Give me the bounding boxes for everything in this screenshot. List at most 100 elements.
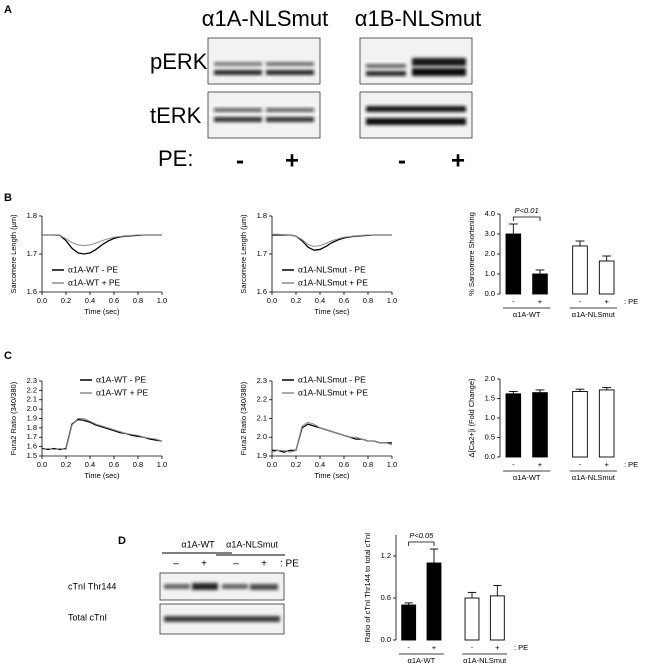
legend-label: α1A-NLSmut - PE [298,264,366,274]
x-tick-label: 0.4 [315,296,325,305]
x-tick-label: - [579,460,582,469]
x-tick-label: 0.4 [315,460,325,469]
blot-band [214,70,262,75]
x-tick-label: + [538,297,543,306]
legend-label: α1A-WT + PE [68,277,121,287]
panel-label: D [118,535,126,547]
treatment-sign: + [261,559,267,570]
x-tick-label: - [512,460,515,469]
blot-band [366,118,466,125]
blot-band [164,584,190,589]
blot-band [366,71,406,76]
blot-band [214,117,262,122]
line-series [42,234,162,255]
line-series [41,418,163,451]
y-tick-label: 1.6 [27,287,37,296]
bar [401,604,417,641]
blot-column: α1B-NLSmut [355,6,481,31]
bar [598,389,615,458]
blot-band [412,68,466,76]
y-tick-label: 1.8 [27,423,37,432]
y-tick-label: 1.0 [485,269,495,278]
x-tick-label: + [604,297,609,306]
legend-label: α1A-WT - PE [68,264,118,274]
x-tick-label: 1.0 [387,296,397,305]
y-tick-label: 1.8 [257,211,267,220]
y-tick-label: 2.1 [27,395,37,404]
y-axis-label: Fura2 Ratio (340/380) [9,381,18,455]
x-tick-label: 0.4 [85,296,95,305]
blot-band [366,64,406,68]
y-tick-label: 2.1 [257,413,267,422]
blot-row: Total cTnI [68,612,107,622]
x-tick-label: 1.0 [157,296,167,305]
panel-label: C [4,350,12,362]
bar [489,595,505,641]
x-axis-label: Time (sec) [314,471,350,480]
y-tick-label: 0.0 [485,452,495,461]
y-tick-label: 2.0 [257,432,267,441]
blot-frame [207,37,321,85]
y-tick-label: 1.5 [485,393,495,402]
treatment-label: PE: [158,146,193,171]
x-tick-label: 0.6 [109,296,119,305]
significance-bracket [408,541,435,546]
blot-band [366,106,466,112]
treatment-sign: – [233,559,239,570]
y-tick-label: 1.9 [27,413,37,422]
y-axis-label: % Sarcomere Shortening [467,212,476,296]
x-tick-label: + [495,643,500,652]
treatment-label: : PE [624,297,638,306]
y-tick-label: 1.2 [381,551,391,560]
x-tick-label: 0.8 [363,296,373,305]
y-tick-label: 3.0 [485,229,495,238]
group-label: α1A-WT [513,473,541,482]
bar [572,245,588,295]
group-label: α1A-NLSmut [572,473,616,482]
blot-band [412,58,466,66]
x-tick-label: 0.6 [339,460,349,469]
treatment-sign: - [236,147,244,174]
x-tick-label: - [471,643,474,652]
blot-column: α1A-WT [181,539,215,549]
bar [505,393,522,458]
blot-frame [207,91,321,139]
group-label: α1A-NLSmut [463,656,507,665]
blot-band [164,616,280,622]
group-label: α1A-WT [513,310,541,319]
y-tick-label: 1.7 [27,432,37,441]
blot-band [214,62,262,66]
x-tick-label: 0.4 [85,460,95,469]
x-tick-label: - [579,297,582,306]
y-tick-label: 2.2 [257,395,267,404]
x-axis-label: Time (sec) [84,307,120,316]
panel-label: B [4,192,12,204]
bar [464,597,480,641]
y-axis-label: Sarcomere Length (µm) [239,214,248,294]
legend-label: α1A-NLSmut + PE [298,277,368,287]
group-label: α1A-WT [407,656,435,665]
x-tick-label: 0.2 [291,460,301,469]
x-tick-label: + [604,460,609,469]
blot-band [266,62,314,66]
y-tick-label: 0.0 [485,289,495,298]
group-label: α1A-NLSmut [572,310,616,319]
treatment-sign: - [398,147,406,174]
y-tick-label: 0.5 [485,432,495,441]
x-tick-label: - [512,297,515,306]
blot-row: cTnI Thr144 [68,581,116,591]
x-tick-label: + [538,460,543,469]
blot-row: pERK [150,49,208,74]
x-tick-label: 0.8 [363,460,373,469]
blot-band [250,584,278,590]
line-series [42,234,162,247]
x-axis-label: Time (sec) [314,307,350,316]
line-series [41,418,163,451]
bar [532,273,548,295]
x-tick-label: 0.8 [133,296,143,305]
legend-label: α1A-WT - PE [96,374,146,384]
line-series [272,423,392,453]
y-tick-label: 1.8 [27,211,37,220]
legend-label: α1A-WT + PE [96,387,149,397]
x-tick-label: 0.8 [133,460,143,469]
